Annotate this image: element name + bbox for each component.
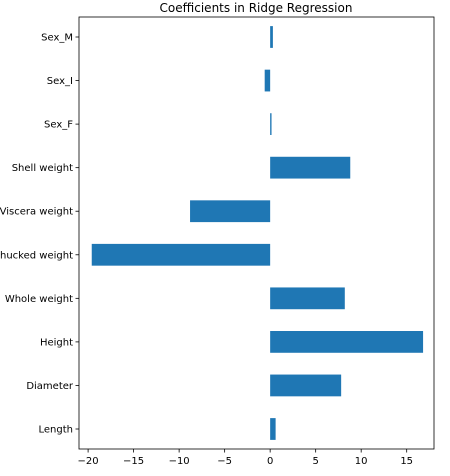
bar-sex-f xyxy=(270,113,272,135)
x-tick-label: 10 xyxy=(355,456,368,467)
plot-area-frame xyxy=(78,16,435,450)
bar-shucked-weight xyxy=(91,243,271,266)
y-tick-label: Shell weight xyxy=(12,163,73,174)
x-tick-label: −15 xyxy=(123,456,144,467)
x-tick-label: 15 xyxy=(400,456,413,467)
bar-sex-i xyxy=(264,69,271,92)
y-tick-label: Shucked weight xyxy=(0,250,73,261)
bar-whole-weight xyxy=(270,287,345,310)
y-tick-label: Sex_F xyxy=(44,120,73,131)
x-tick-label: −10 xyxy=(169,456,190,467)
y-tick-label: Diameter xyxy=(26,381,74,392)
bars-group xyxy=(91,26,424,440)
x-tick-label: −20 xyxy=(78,456,99,467)
y-tick-label: Whole weight xyxy=(5,294,73,305)
x-tick-label: −5 xyxy=(217,456,232,467)
y-tick-label: Sex_I xyxy=(47,76,73,87)
bar-height xyxy=(270,331,424,353)
x-tick-label: 0 xyxy=(267,456,273,467)
bar-viscera-weight xyxy=(190,200,271,223)
y-tick-label: Height xyxy=(40,337,73,348)
y-axis-ticks: Length Diameter Height Whole weight Shucked … xyxy=(0,33,79,436)
x-tick-label: 5 xyxy=(312,456,318,467)
bar-length xyxy=(270,418,276,440)
chart-title: Coefficients in Ridge Regression xyxy=(160,1,353,15)
y-tick-label: Viscera weight xyxy=(0,207,73,218)
y-tick-label: Length xyxy=(39,425,74,436)
x-axis-ticks: −20 −15 −10 −5 0 5 10 15 xyxy=(78,449,413,467)
bar-sex-m xyxy=(270,26,273,48)
y-tick-label: Sex_M xyxy=(41,33,73,44)
bar-diameter xyxy=(270,374,342,397)
bar-shell-weight xyxy=(270,156,351,179)
